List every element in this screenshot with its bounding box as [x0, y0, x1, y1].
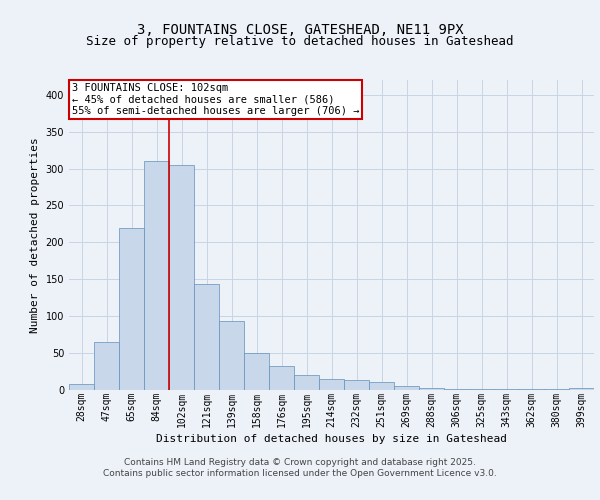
Bar — [444, 388, 469, 390]
Text: 3 FOUNTAINS CLOSE: 102sqm
← 45% of detached houses are smaller (586)
55% of semi: 3 FOUNTAINS CLOSE: 102sqm ← 45% of detac… — [71, 83, 359, 116]
Bar — [94, 342, 119, 390]
Bar — [244, 353, 269, 390]
Text: Size of property relative to detached houses in Gateshead: Size of property relative to detached ho… — [86, 35, 514, 48]
Bar — [294, 375, 319, 390]
Bar — [369, 382, 394, 390]
Y-axis label: Number of detached properties: Number of detached properties — [30, 137, 40, 333]
Bar — [419, 388, 444, 390]
Bar — [319, 379, 344, 390]
Bar — [219, 322, 244, 390]
Bar — [344, 380, 369, 390]
Bar — [194, 284, 219, 390]
Bar — [269, 366, 294, 390]
Bar — [569, 388, 594, 390]
Bar — [119, 228, 144, 390]
Text: Contains HM Land Registry data © Crown copyright and database right 2025.: Contains HM Land Registry data © Crown c… — [124, 458, 476, 467]
Text: Contains public sector information licensed under the Open Government Licence v3: Contains public sector information licen… — [103, 470, 497, 478]
Bar — [394, 386, 419, 390]
Bar — [69, 384, 94, 390]
Bar — [144, 161, 169, 390]
Bar — [169, 165, 194, 390]
Text: 3, FOUNTAINS CLOSE, GATESHEAD, NE11 9PX: 3, FOUNTAINS CLOSE, GATESHEAD, NE11 9PX — [137, 22, 463, 36]
X-axis label: Distribution of detached houses by size in Gateshead: Distribution of detached houses by size … — [156, 434, 507, 444]
Bar — [469, 388, 494, 390]
